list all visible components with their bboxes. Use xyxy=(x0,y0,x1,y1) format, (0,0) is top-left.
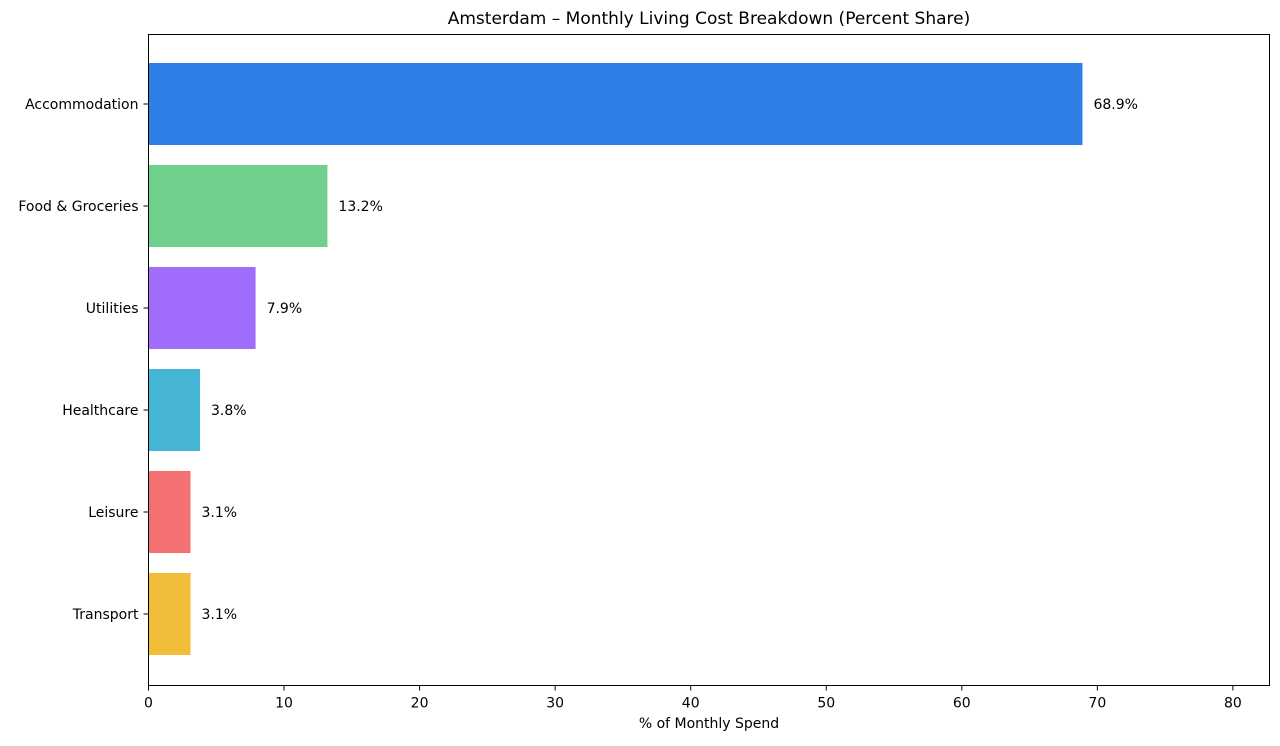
x-axis-title: % of Monthly Spend xyxy=(639,716,779,732)
bar-transport xyxy=(148,573,191,655)
value-label-healthcare: 3.8% xyxy=(211,403,247,419)
value-label-transport: 3.1% xyxy=(202,607,238,623)
y-tick-label-accommodation: Accommodation xyxy=(25,97,138,113)
bar-food-groceries xyxy=(148,165,328,247)
x-tick-label-30: 30 xyxy=(546,696,564,712)
axes-layer: Accommodation Food & Groceries Utilities He… xyxy=(18,34,1270,712)
bar-accommodation xyxy=(148,63,1083,145)
y-tick-label-healthcare: Healthcare xyxy=(62,403,138,419)
value-label-leisure: 3.1% xyxy=(202,505,238,521)
x-tick-label-40: 40 xyxy=(682,696,700,712)
x-tick-label-20: 20 xyxy=(411,696,429,712)
chart-title: Amsterdam – Monthly Living Cost Breakdow… xyxy=(448,9,971,29)
value-label-utilities: 7.9% xyxy=(267,301,303,317)
y-tick-label-leisure: Leisure xyxy=(88,505,138,521)
value-label-food-groceries: 13.2% xyxy=(338,199,382,215)
x-tick-label-0: 0 xyxy=(144,696,153,712)
value-labels-layer: 68.9% 13.2% 7.9% 3.8% 3.1% 3.1% xyxy=(202,97,1138,623)
y-tick-label-utilities: Utilities xyxy=(86,301,139,317)
bar-healthcare xyxy=(148,369,201,451)
bar-utilities xyxy=(148,267,256,349)
y-tick-label-food-groceries: Food & Groceries xyxy=(18,199,138,215)
value-label-accommodation: 68.9% xyxy=(1093,97,1137,113)
bar-leisure xyxy=(148,471,191,553)
y-tick-label-transport: Transport xyxy=(72,607,139,623)
x-tick-label-10: 10 xyxy=(275,696,293,712)
x-tick-label-80: 80 xyxy=(1224,696,1242,712)
x-tick-label-60: 60 xyxy=(953,696,971,712)
plot-frame xyxy=(148,34,1270,686)
x-tick-label-70: 70 xyxy=(1088,696,1106,712)
bars-layer xyxy=(148,63,1083,655)
x-tick-label-50: 50 xyxy=(817,696,835,712)
